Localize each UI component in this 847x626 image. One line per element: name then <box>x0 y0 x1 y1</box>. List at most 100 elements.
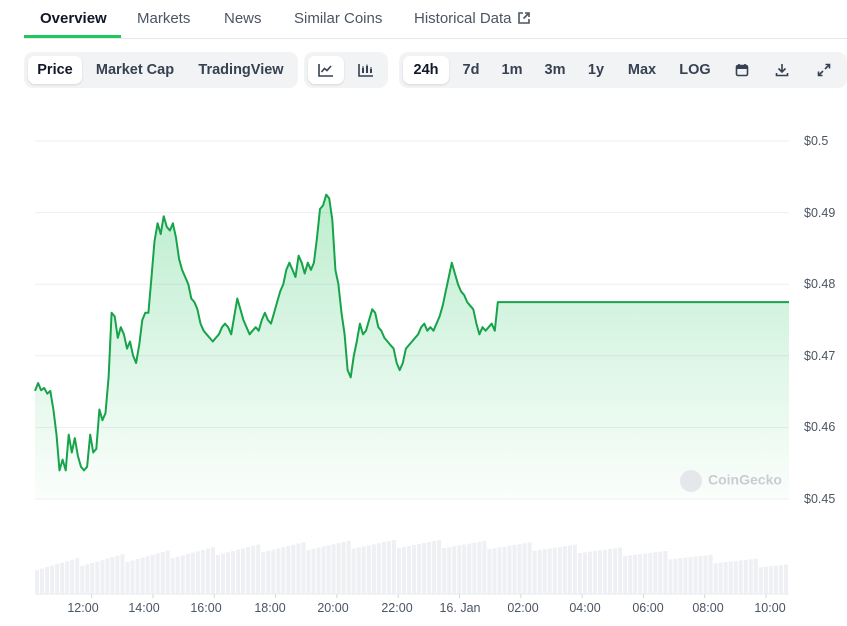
volume-bar <box>236 549 241 594</box>
volume-bar <box>417 544 422 594</box>
volume-bar <box>442 548 447 594</box>
y-tick-label: $0.49 <box>804 206 836 220</box>
volume-bar <box>502 546 507 594</box>
volume-bar <box>170 558 175 594</box>
volume-bar <box>608 548 613 594</box>
volume-bar <box>552 547 557 594</box>
volume-bar <box>336 543 341 594</box>
volume-bar <box>246 547 251 594</box>
tab-markets[interactable]: Markets <box>137 10 191 27</box>
x-tick-label: 16:00 <box>190 601 222 615</box>
y-tick-label: $0.5 <box>804 134 829 148</box>
volume-bar <box>447 547 452 594</box>
tab-overview[interactable]: Overview <box>40 10 107 27</box>
volume-bar <box>391 540 396 594</box>
range-1m[interactable]: 1m <box>501 62 523 78</box>
volume-bar <box>648 552 653 594</box>
volume-bar <box>316 547 321 594</box>
volume-bar <box>768 566 773 594</box>
volume-bar <box>200 549 205 594</box>
fullscreen-button[interactable] <box>807 56 841 84</box>
volume-bar <box>472 542 477 594</box>
volume-bar <box>597 550 603 594</box>
x-tick-label: 12:00 <box>67 601 99 615</box>
volume-bar <box>462 544 467 594</box>
volume-bar <box>286 545 291 594</box>
volume-bar <box>507 545 512 594</box>
volume-bar <box>452 546 457 594</box>
volume-bar <box>422 543 427 594</box>
volume-bar <box>592 550 597 594</box>
volume-bar <box>401 547 406 594</box>
volume-bar <box>386 541 391 594</box>
download-button[interactable] <box>765 56 799 84</box>
range-3m[interactable]: 3m <box>544 62 566 78</box>
y-tick-label: $0.46 <box>804 420 836 434</box>
tradingview-tab[interactable]: TradingView <box>198 62 284 78</box>
price-tab[interactable]: Price <box>28 56 82 84</box>
volume-bar <box>396 548 401 594</box>
price-series-line <box>34 193 789 472</box>
volume-bar <box>296 543 301 594</box>
volume-bar <box>577 553 582 594</box>
volume-bar <box>587 551 592 594</box>
volume-bar <box>487 549 492 594</box>
log-scale-toggle[interactable]: LOG <box>679 62 711 78</box>
volume-bar <box>140 557 145 594</box>
volume-bar <box>663 551 668 594</box>
line-chart-icon <box>318 64 333 77</box>
volume-bar <box>226 552 231 594</box>
volume-bar <box>60 562 65 594</box>
tab-news[interactable]: News <box>224 10 262 27</box>
volume-bar <box>291 544 296 594</box>
range-1y[interactable]: 1y <box>587 62 605 78</box>
market-cap-tab[interactable]: Market Cap <box>95 62 175 78</box>
volume-bar <box>522 543 527 594</box>
volume-bar <box>562 546 567 594</box>
volume-bar <box>110 557 115 594</box>
volume-bar <box>376 543 381 594</box>
volume-bar <box>251 545 256 594</box>
volume-bar <box>120 554 125 594</box>
x-tick-label: 06:00 <box>632 601 664 615</box>
volume-bar <box>532 550 537 594</box>
volume-bar <box>623 555 628 594</box>
volume-bar <box>80 565 85 594</box>
volume-bar <box>55 564 60 594</box>
line-chart-button[interactable] <box>308 56 344 84</box>
volume-bar <box>673 558 678 594</box>
coingecko-watermark: CoinGecko <box>680 470 782 492</box>
volume-bar <box>311 548 316 594</box>
volume-bar <box>105 558 110 594</box>
volume-bar <box>125 561 130 594</box>
volume-bar <box>497 547 502 594</box>
tab-historical-data[interactable]: Historical Data <box>414 10 531 27</box>
volume-bar <box>733 560 738 594</box>
range-24h[interactable]: 24h <box>403 56 449 84</box>
volume-bar <box>492 548 497 594</box>
volume-bar <box>618 547 623 594</box>
volume-bar <box>241 548 246 594</box>
calendar-button[interactable] <box>725 56 759 84</box>
volume-bar <box>281 547 286 594</box>
volume-bar <box>276 548 281 594</box>
volume-bar <box>231 550 236 594</box>
volume-bar <box>40 568 45 594</box>
volume-bar <box>613 548 618 594</box>
volume-bar <box>45 567 50 594</box>
range-max[interactable]: Max <box>627 62 657 78</box>
volume-bar <box>371 544 376 594</box>
volume-bar <box>738 560 743 594</box>
volume-bar <box>205 548 210 594</box>
candlestick-chart-button[interactable] <box>348 56 384 84</box>
tab-similar-coins[interactable]: Similar Coins <box>294 10 383 27</box>
volume-bar <box>195 551 200 594</box>
volume-bar <box>406 546 411 594</box>
volume-bar <box>155 553 160 594</box>
volume-bar <box>175 556 180 594</box>
volume-bar <box>512 544 517 594</box>
range-7d[interactable]: 7d <box>462 62 480 78</box>
volume-bar <box>381 542 386 594</box>
volume-bar <box>643 553 648 594</box>
